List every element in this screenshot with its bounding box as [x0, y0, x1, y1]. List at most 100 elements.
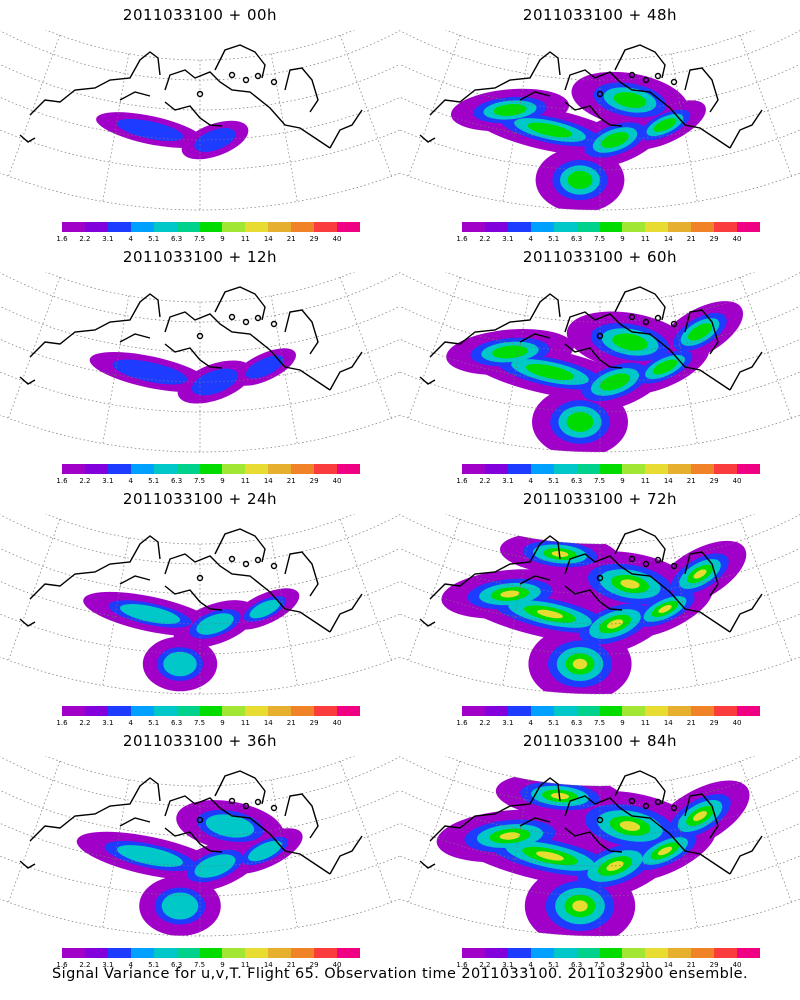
colorbar-swatch	[291, 464, 315, 474]
colorbar-tick-label: 40	[732, 961, 742, 969]
colorbar-swatch	[462, 948, 485, 958]
colorbar-tick-label: 7.5	[193, 961, 206, 969]
colorbar-swatch	[337, 706, 360, 716]
colorbar-swatch	[84, 948, 108, 958]
colorbar-tick-label: 6.3	[171, 477, 183, 485]
colorbar-tick-label: 21	[286, 719, 296, 727]
colorbar-tick-label: 7.5	[193, 235, 206, 243]
colorbar-swatch	[462, 222, 485, 232]
colorbar-swatch	[268, 464, 292, 474]
shaded-field	[76, 800, 303, 936]
colorbar-swatch	[153, 222, 177, 232]
colorbar-tick-label: 11	[640, 961, 650, 969]
coastlines	[419, 528, 763, 633]
shaded-field	[83, 588, 300, 692]
colorbar-tick-label: 3.1	[502, 961, 514, 969]
colorbar-tick-label: 2.2	[479, 477, 491, 485]
colorbar-tick-label: 4	[128, 961, 133, 969]
colorbar-swatch	[245, 706, 269, 716]
colorbar-tick-label: 29	[709, 719, 719, 727]
colorbar-swatch	[668, 706, 692, 716]
colorbar-tick-label: 4	[128, 477, 133, 485]
colorbar-swatch	[599, 222, 623, 232]
colorbar	[462, 222, 760, 232]
colorbar-swatch	[291, 222, 315, 232]
colorbar-swatch	[553, 222, 577, 232]
colorbar-tick-label: 5.1	[548, 719, 560, 727]
colorbar-tick-label: 6.3	[571, 719, 583, 727]
colorbar-swatch	[714, 948, 738, 958]
map-panel: 2011033100 + 84h 1.6 2.2 3.1 4 5.1 6.3 7.5 9 11 14…	[400, 726, 800, 974]
colorbar-tick-label: 9	[220, 235, 225, 243]
colorbar-swatch	[691, 464, 715, 474]
colorbar-tick-label: 14	[663, 477, 673, 485]
colorbar-swatch	[622, 464, 646, 474]
colorbar	[62, 222, 360, 232]
colorbar-tick-label: 40	[332, 235, 342, 243]
colorbar-swatch	[484, 464, 508, 474]
colorbar-tick-label: 7.5	[193, 719, 206, 727]
colorbar-tick-label: 21	[286, 235, 296, 243]
colorbar-swatch	[314, 948, 338, 958]
colorbar	[462, 948, 760, 958]
colorbar-swatch	[737, 464, 760, 474]
map-projection	[400, 756, 800, 937]
colorbar-tick-label: 40	[332, 477, 342, 485]
colorbar-swatch	[337, 948, 360, 958]
colorbar-swatch	[337, 464, 360, 474]
map-projection	[400, 514, 800, 695]
colorbar-swatch	[130, 948, 154, 958]
colorbar-swatch	[222, 222, 246, 232]
colorbar-tick-label: 11	[240, 719, 250, 727]
colorbar-tick-label: 29	[709, 235, 719, 243]
colorbar-swatch	[268, 706, 292, 716]
colorbar-swatch	[737, 706, 760, 716]
colorbar-swatch	[84, 464, 108, 474]
colorbar	[62, 948, 360, 958]
colorbar-swatch	[314, 222, 338, 232]
panel-title: 2011033100 + 60h	[522, 248, 678, 266]
colorbar-swatch	[291, 948, 315, 958]
map-panel: 2011033100 + 24h 1.6 2.2 3.1 4 5.1 6.3 7.5 9 11 14…	[0, 484, 400, 732]
colorbar-tick-label: 6.3	[171, 961, 183, 969]
colorbar-tick-label: 29	[709, 961, 719, 969]
colorbar-swatch	[199, 706, 223, 716]
colorbar-swatch	[107, 948, 131, 958]
colorbar-swatch	[130, 222, 154, 232]
colorbar-swatch	[462, 706, 485, 716]
map-panel: 2011033100 + 72h 1.6 2.2 3.1 4 5.1 6.3 7.5 9 11 14…	[400, 484, 800, 732]
panel-title: 2011033100 + 00h	[122, 6, 278, 24]
colorbar-swatch	[268, 222, 292, 232]
colorbar-tick-label: 29	[709, 477, 719, 485]
colorbar-swatch	[84, 222, 108, 232]
colorbar-tick-label: 3.1	[102, 235, 114, 243]
colorbar-swatch	[507, 948, 531, 958]
colorbar-swatch	[199, 464, 223, 474]
shaded-field	[446, 301, 744, 452]
colorbar-swatch	[691, 948, 715, 958]
colorbar-swatch	[576, 222, 600, 232]
colorbar-tick-label: 7.5	[593, 477, 606, 485]
colorbar-swatch	[599, 948, 623, 958]
colorbar-tick-label: 21	[686, 719, 696, 727]
colorbar-tick-label: 11	[640, 477, 650, 485]
map-panel: 2011033100 + 00h 1.6 2.2 3.1 4 5.1 6.3 7.5 9 11 14…	[0, 0, 400, 248]
colorbar-tick-label: 4	[528, 719, 533, 727]
colorbar-tick-label: 14	[263, 961, 273, 969]
colorbar-tick-label: 7.5	[593, 235, 606, 243]
colorbar-swatch	[484, 706, 508, 716]
shaded-field	[436, 773, 750, 936]
colorbar-swatch	[222, 464, 246, 474]
colorbar-swatch	[62, 222, 85, 232]
colorbar-swatch	[199, 948, 223, 958]
colorbar-swatch	[130, 464, 154, 474]
colorbar-tick-label: 6.3	[571, 961, 583, 969]
panel-title: 2011033100 + 48h	[522, 6, 678, 24]
colorbar-swatch	[645, 222, 669, 232]
colorbar-swatch	[176, 706, 200, 716]
colorbar-tick-label: 5.1	[148, 961, 160, 969]
panel-title: 2011033100 + 12h	[122, 248, 278, 266]
map-projection	[400, 272, 800, 453]
coastlines	[19, 528, 363, 633]
colorbar-tick-label: 2.2	[79, 477, 91, 485]
